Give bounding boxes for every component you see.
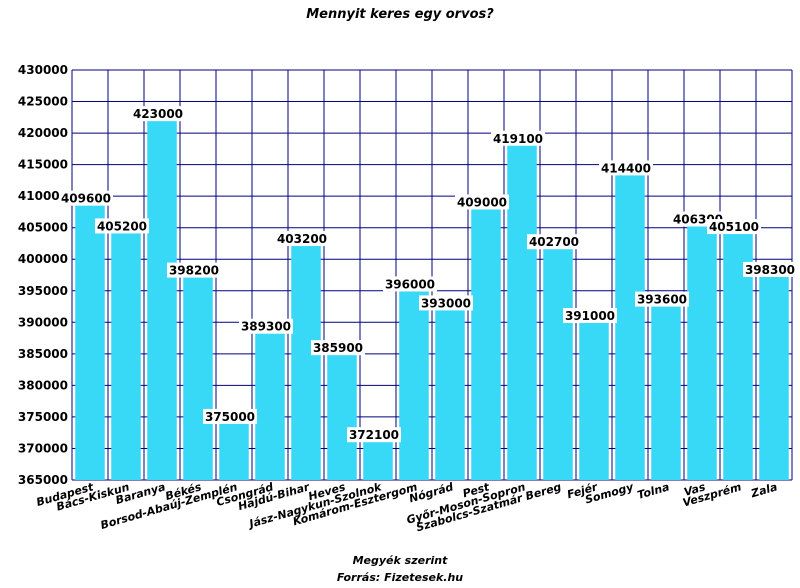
x-tick-label: Vas (682, 480, 707, 499)
data-label: 405200 (97, 219, 147, 233)
data-label: 385900 (313, 341, 363, 355)
bar (75, 198, 105, 480)
x-tick-label: Tolna (636, 480, 671, 502)
y-tick-label: 405000 (18, 221, 68, 235)
x-axis-title: Megyék szerint (353, 554, 448, 567)
y-tick-label: 400000 (18, 252, 68, 266)
bar (183, 270, 213, 480)
data-label: 393600 (637, 293, 687, 307)
chart-title: Mennyit keres egy orvos? (306, 7, 494, 22)
bar (255, 326, 285, 480)
source-note: Forrás: Fizetesek.hu (337, 571, 463, 584)
y-tick-label: 375000 (18, 410, 68, 424)
data-label-box (203, 408, 257, 424)
data-label-box (347, 427, 401, 443)
data-label-box (563, 308, 617, 323)
bar (759, 269, 789, 480)
y-tick-label: 415000 (18, 158, 68, 172)
data-label: 391000 (565, 309, 615, 323)
bar (111, 226, 141, 480)
data-label: 414400 (601, 161, 651, 175)
bar (543, 242, 573, 480)
bar (579, 316, 609, 480)
bars (75, 114, 789, 481)
x-axis: BudapestBács-KiskunBaranyaBékésBorsod-Ab… (35, 480, 779, 534)
data-label-box (707, 219, 761, 235)
y-axis: 365000 370000 375000 380000 385000 390000 3950… (18, 63, 68, 487)
data-label-box (491, 130, 545, 146)
bar (651, 299, 681, 480)
data-label: 393000 (421, 296, 471, 310)
data-label: 409600 (61, 192, 111, 206)
data-label-box (167, 262, 221, 278)
bar (471, 202, 501, 480)
data-labels: 409600 405200 423000 398200 375000 389300 4032… (59, 106, 797, 443)
y-tick-label: 420000 (18, 126, 68, 140)
data-label-box (311, 340, 365, 356)
data-label: 405100 (709, 220, 759, 234)
data-label: 372100 (349, 428, 399, 442)
data-label-box (743, 261, 797, 277)
y-tick-label: 390000 (18, 315, 68, 329)
y-tick-label: 410000 (18, 189, 68, 203)
x-tick-label: Zala (749, 480, 779, 500)
y-tick-label: 425000 (18, 95, 68, 109)
data-label: 389300 (241, 320, 291, 334)
data-label-box (239, 318, 293, 334)
y-tick-label: 385000 (18, 347, 68, 361)
data-label-box (527, 234, 581, 250)
data-label-box (275, 231, 329, 247)
y-tick-label: 370000 (18, 441, 68, 455)
data-label-box (383, 276, 437, 292)
data-label: 423000 (133, 107, 183, 121)
data-label: 409000 (457, 195, 507, 209)
bar (291, 239, 321, 480)
bar (399, 284, 429, 480)
data-label-box (59, 190, 113, 206)
data-label-box (131, 106, 185, 122)
bar (219, 416, 249, 480)
y-tick-label: 395000 (18, 284, 68, 298)
y-tick-label: 380000 (18, 378, 68, 392)
y-tick-label: 430000 (18, 63, 68, 77)
data-label-box (95, 218, 149, 234)
bar (327, 348, 357, 480)
bar (147, 114, 177, 481)
data-label-box (455, 194, 509, 210)
y-tick-label: 365000 (18, 473, 68, 487)
data-label: 398200 (169, 264, 219, 278)
data-label: 403200 (277, 232, 327, 246)
bar (435, 303, 465, 480)
data-label: 402700 (529, 235, 579, 249)
data-label-box (635, 291, 689, 307)
bar (363, 435, 393, 480)
data-label: 419100 (493, 132, 543, 146)
data-label-box (419, 295, 473, 311)
data-label-box (599, 160, 653, 176)
bar (615, 168, 645, 480)
data-label: 398300 (745, 263, 795, 277)
bar (687, 219, 717, 480)
bar (507, 138, 537, 480)
data-label: 396000 (385, 277, 435, 291)
data-label: 375000 (205, 410, 255, 424)
